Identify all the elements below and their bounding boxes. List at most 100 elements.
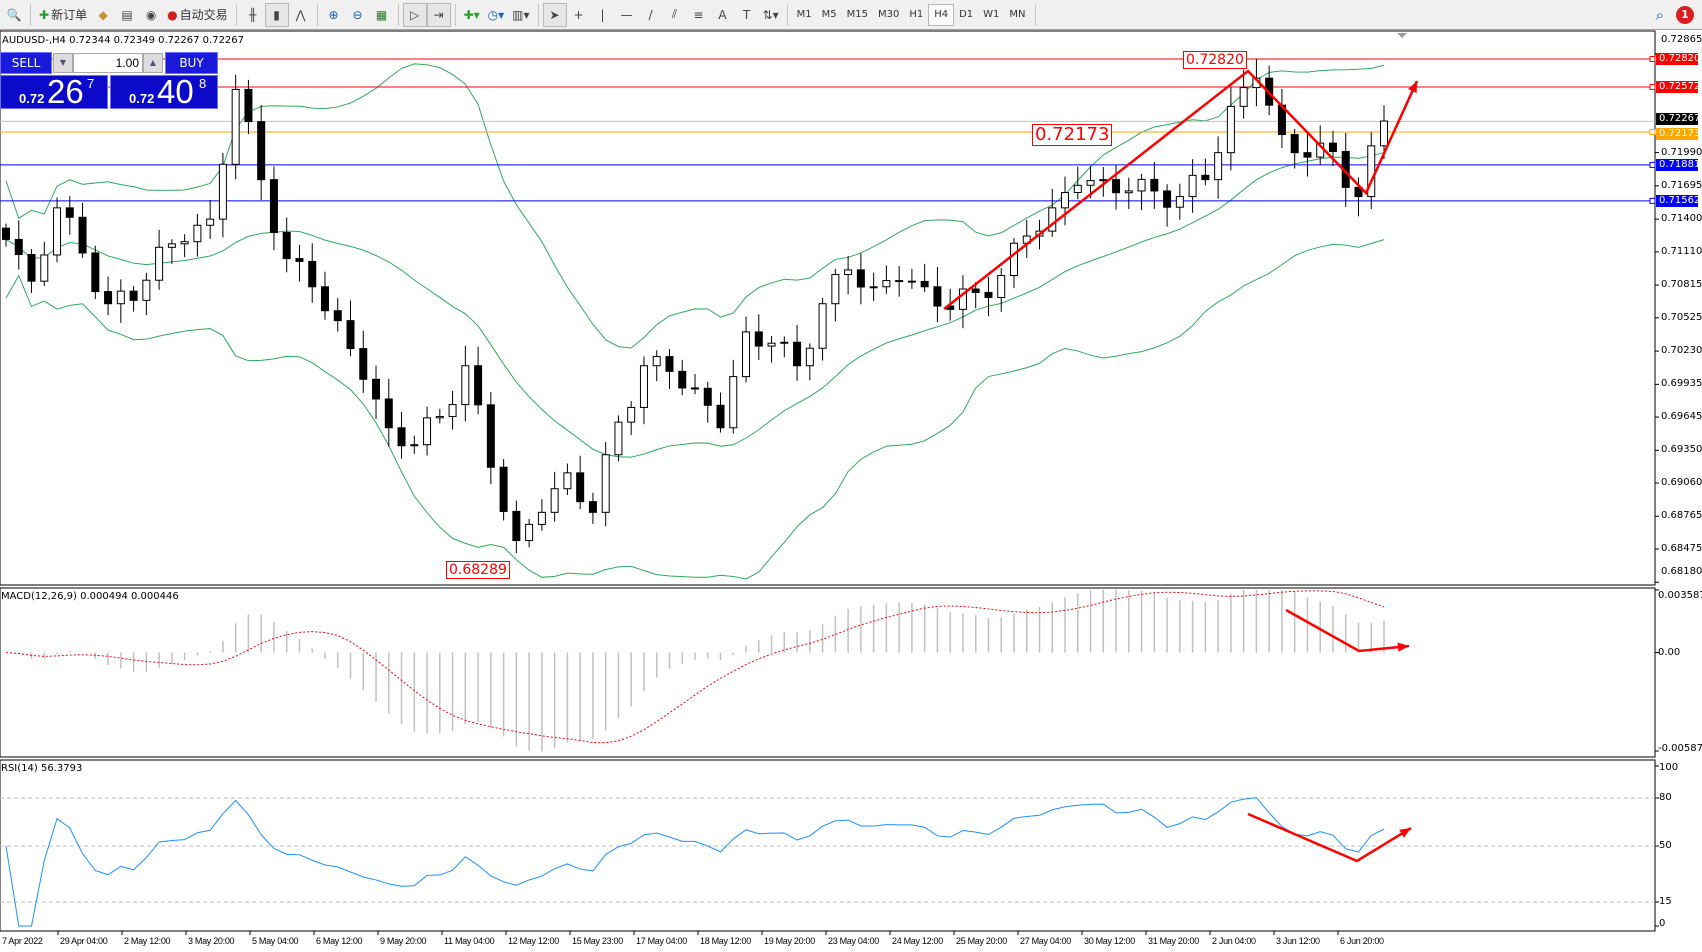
crosshair-button[interactable]: + [567, 3, 591, 27]
timeframe-h1[interactable]: H1 [909, 9, 924, 20]
text-label-button[interactable]: T [735, 3, 759, 27]
history-button[interactable]: ▤ [115, 3, 139, 27]
chart-shift-marker[interactable] [1397, 33, 1407, 38]
bar-chart-button[interactable]: ╫ [241, 3, 265, 27]
lot-size-input[interactable] [73, 53, 143, 73]
time-axis-label: 18 May 12:00 [700, 936, 751, 946]
arrows-button[interactable]: ⇅▾ [759, 3, 783, 27]
time-axis-label: 7 Apr 2022 [2, 936, 43, 946]
macd-histogram [18, 590, 1385, 752]
timeframe-h4[interactable]: H4 [928, 3, 955, 26]
candle [129, 286, 138, 312]
candle [308, 243, 317, 303]
zoom-in-button[interactable]: ⊕ [322, 3, 346, 27]
gold-button[interactable]: ◆ [91, 3, 115, 27]
candle [601, 442, 610, 527]
lot-increase-button[interactable]: ▲ [143, 53, 163, 73]
candle [665, 349, 674, 389]
macd-label: MACD(12,26,9) 0.000494 0.000446 [1, 591, 179, 602]
sell-price[interactable]: 0.72 26 7 [0, 73, 108, 110]
auto-trading-button[interactable]: ● 自动交易 [163, 3, 232, 27]
indicators-button[interactable]: ✚▾ [460, 3, 484, 27]
level-anchor[interactable] [1649, 83, 1656, 90]
candle-body [1214, 152, 1223, 181]
periods-button[interactable]: ◷▾ [484, 3, 509, 27]
price-axis-label: 0.70525 [1661, 311, 1702, 323]
level-anchor[interactable] [1649, 197, 1656, 204]
vertical-line-button[interactable]: | [591, 3, 615, 27]
price-trend-arrow[interactable] [943, 69, 1419, 310]
level-anchor[interactable] [1649, 56, 1656, 62]
text-button[interactable]: A [711, 3, 735, 27]
candle [333, 298, 342, 332]
candle-body [831, 274, 840, 305]
timeframe-m5[interactable]: M5 [821, 9, 837, 20]
candle-body [142, 279, 151, 301]
trendline-button[interactable]: / [639, 3, 663, 27]
equidistant-channel-button[interactable]: ⫽ [663, 3, 687, 27]
price-axis-label: 0.71400 [1661, 213, 1702, 225]
tile-windows-button[interactable]: ▦ [370, 3, 394, 27]
candle-body [805, 347, 814, 367]
lot-decrease-button[interactable]: ▼ [53, 53, 73, 73]
level-anchor[interactable] [1649, 128, 1656, 135]
timeframe-m15[interactable]: M15 [846, 9, 868, 20]
candle [486, 391, 495, 485]
candle [1009, 238, 1018, 289]
candle [1061, 176, 1070, 226]
candle [639, 356, 648, 425]
sell-button[interactable]: SELL [0, 52, 52, 74]
candle-body [742, 331, 751, 378]
line-chart-button[interactable]: ⋀ [289, 3, 313, 27]
price-level-tag: 0.72173 [1656, 127, 1700, 140]
zoom-out-button[interactable]: ⊖ [346, 3, 370, 27]
timeframe-w1[interactable]: W1 [983, 9, 1000, 20]
search-button[interactable]: 🔍 [2, 3, 26, 27]
search-icon[interactable]: ⌕ [1655, 5, 1664, 24]
new-order-button[interactable]: ✚ 新订单 [35, 3, 91, 27]
templates-button[interactable]: ▥▾ [508, 3, 533, 27]
new-order-icon: ✚ [39, 7, 50, 22]
candle [40, 241, 49, 287]
timeframe-d1[interactable]: D1 [959, 9, 974, 20]
rsi-axis-label: 0 [1659, 918, 1666, 929]
rsi-trend-arrow[interactable] [1247, 812, 1412, 863]
macd-trend-arrow[interactable] [1285, 608, 1410, 653]
auto-trading-icon: ● [167, 7, 178, 22]
candle [155, 229, 164, 290]
autoscroll-button[interactable]: ▷ [402, 2, 427, 27]
level-anchor[interactable] [1649, 161, 1656, 168]
trendline-icon: / [648, 7, 653, 22]
toolbar-separator [1034, 3, 1036, 26]
cursor-button[interactable]: ➤ [542, 2, 567, 27]
notifications-button[interactable]: 1 [1676, 5, 1694, 24]
timeframe-m30[interactable]: M30 [877, 9, 900, 20]
chart-window[interactable] [0, 30, 1702, 952]
candle-body [754, 331, 763, 347]
candles [2, 58, 1388, 554]
candlestick-button[interactable]: ▮ [264, 2, 289, 27]
horizontal-line-button[interactable]: — [615, 3, 639, 27]
timeframe-m1[interactable]: M1 [796, 9, 812, 20]
buy-price[interactable]: 0.72 40 8 [110, 73, 218, 110]
bollinger-lower-band [5, 239, 1385, 580]
time-axis-label: 25 May 20:00 [956, 936, 1007, 946]
timeframe-mn[interactable]: MN [1009, 9, 1026, 20]
buy-button-label[interactable]: BUY [165, 52, 218, 74]
candle [576, 455, 585, 510]
signal-button[interactable]: ◉ [139, 3, 163, 27]
candle-body [869, 286, 878, 289]
candle-body [1112, 179, 1121, 194]
candle-body [856, 269, 865, 288]
price-level-tag: 0.71562 [1656, 194, 1700, 207]
candle-body [53, 207, 62, 256]
candle-body [91, 252, 100, 293]
time-axis-label: 9 May 20:00 [380, 936, 427, 946]
candle-body [550, 488, 559, 513]
chart-shift-button[interactable]: ⇥ [426, 2, 451, 27]
candle-body [703, 387, 712, 406]
fibonacci-button[interactable]: ≡ [687, 3, 711, 27]
candle [359, 330, 368, 393]
candle [65, 196, 74, 235]
one-click-trading-panel: SELL ▼ ▲ BUY 0.72 26 7 0.72 40 8 [0, 52, 218, 110]
